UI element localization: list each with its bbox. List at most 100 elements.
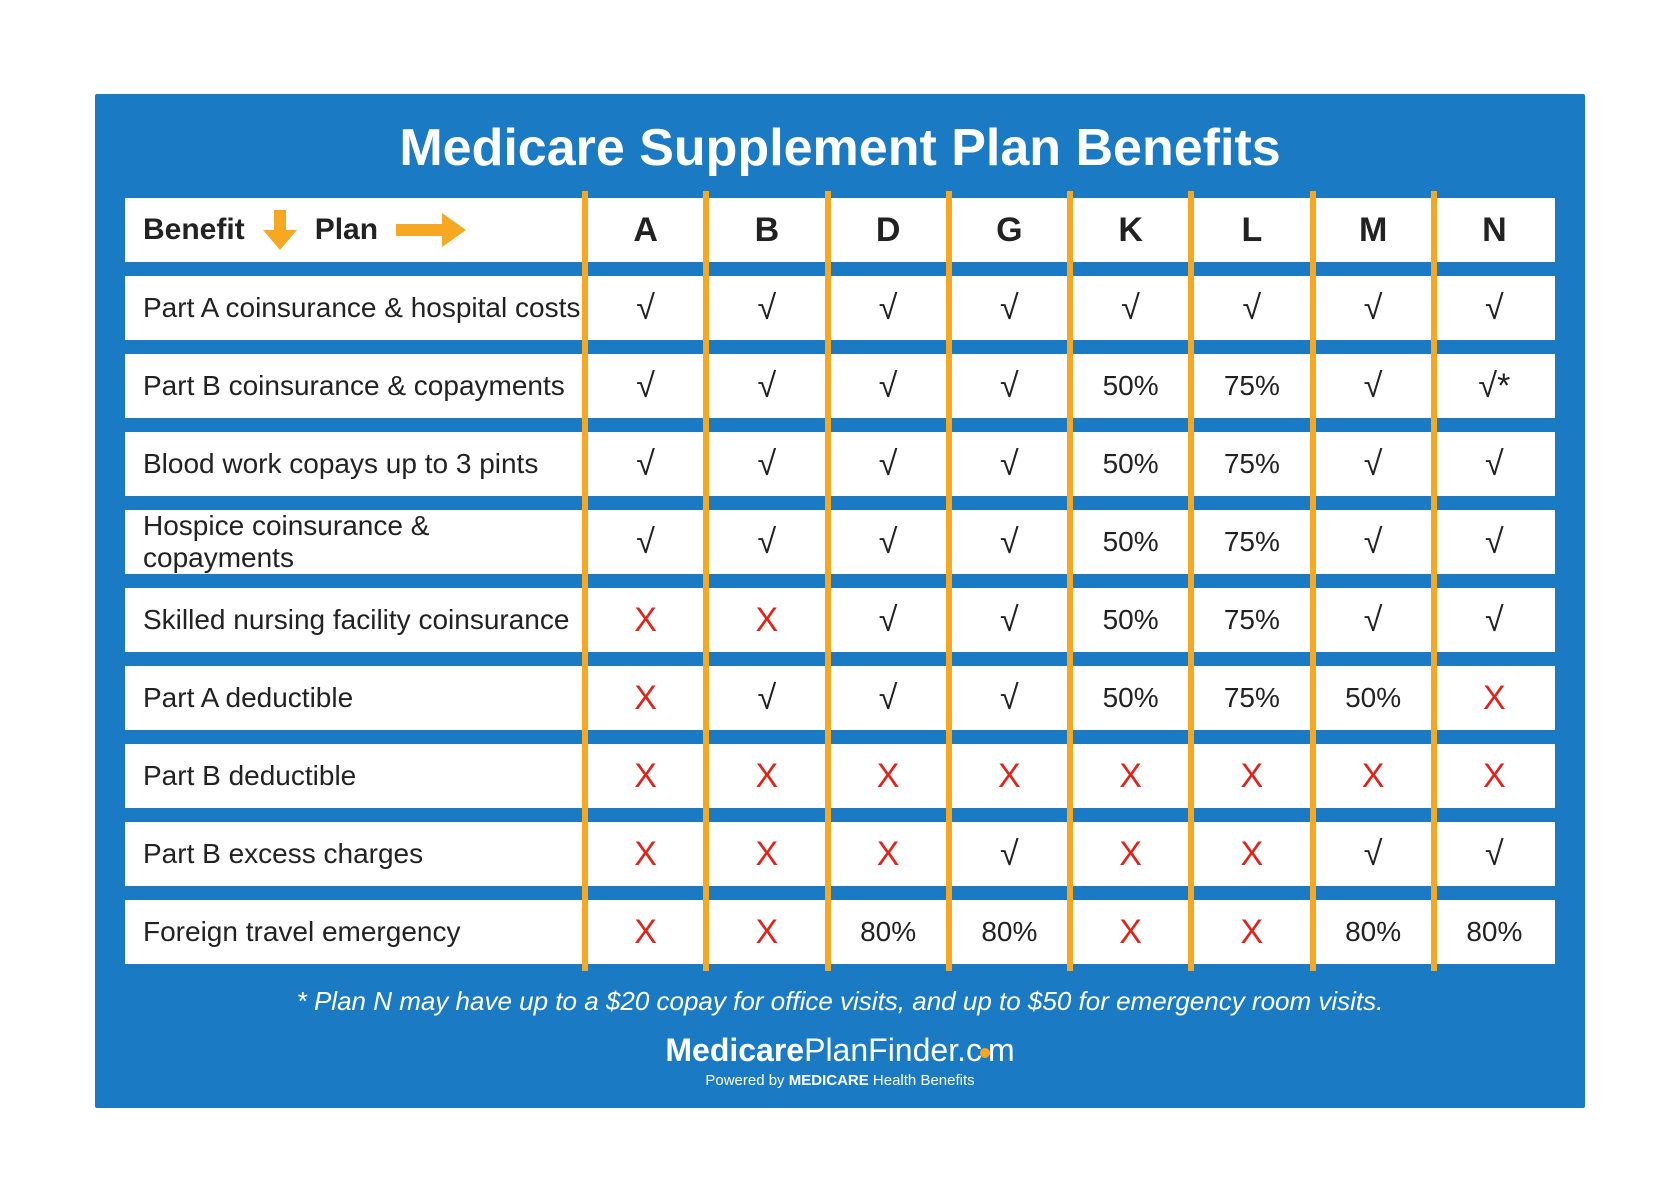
- table-cell: √: [1434, 510, 1555, 574]
- check-icon: √: [1000, 445, 1019, 484]
- table-cell: √: [585, 510, 706, 574]
- check-icon: √: [758, 523, 777, 562]
- benefit-label: Part A deductible: [125, 666, 585, 730]
- cross-icon: X: [1119, 835, 1142, 874]
- table-cell: 75%: [1191, 354, 1312, 418]
- percent-value: 80%: [860, 916, 916, 948]
- table-cell: X: [1191, 744, 1312, 808]
- check-icon: √: [636, 445, 655, 484]
- benefit-label: Part B coinsurance & copayments: [125, 354, 585, 418]
- benefit-label: Foreign travel emergency: [125, 900, 585, 964]
- table-cell: X: [1313, 744, 1434, 808]
- percent-value: 80%: [981, 916, 1037, 948]
- arrow-down-icon: [263, 210, 297, 250]
- table-cell: √: [706, 510, 827, 574]
- table-cell: X: [1191, 822, 1312, 886]
- plan-header-M: M: [1313, 198, 1434, 262]
- table-cell: 50%: [1070, 510, 1191, 574]
- table-cell: 75%: [1191, 666, 1312, 730]
- cross-icon: X: [634, 913, 657, 952]
- check-icon: √: [1364, 523, 1383, 562]
- header-benefit-plan: BenefitPlan: [125, 198, 585, 262]
- page-title: Medicare Supplement Plan Benefits: [125, 118, 1555, 178]
- table-cell: 75%: [1191, 510, 1312, 574]
- cross-icon: X: [756, 757, 779, 796]
- check-icon: √: [1364, 367, 1383, 406]
- table-cell: 50%: [1070, 588, 1191, 652]
- benefit-label: Part B excess charges: [125, 822, 585, 886]
- table-cell: X: [585, 900, 706, 964]
- check-icon: √: [1485, 523, 1504, 562]
- cross-icon: X: [1241, 757, 1264, 796]
- table-cell: √: [828, 354, 949, 418]
- table-cell: 80%: [828, 900, 949, 964]
- table-cell: X: [706, 588, 827, 652]
- table-cell: √: [1434, 432, 1555, 496]
- percent-value: 75%: [1224, 448, 1280, 480]
- check-icon: √: [879, 601, 898, 640]
- table-cell: √*: [1434, 354, 1555, 418]
- cross-icon: X: [1241, 835, 1264, 874]
- table-cell: 75%: [1191, 588, 1312, 652]
- table-cell: X: [1434, 744, 1555, 808]
- check-icon: √: [879, 445, 898, 484]
- check-icon: √: [1000, 679, 1019, 718]
- table-cell: 50%: [1070, 432, 1191, 496]
- cross-icon: X: [1119, 913, 1142, 952]
- plan-header-B: B: [706, 198, 827, 262]
- cross-icon: X: [756, 913, 779, 952]
- cross-icon: X: [1241, 913, 1264, 952]
- plan-header-G: G: [949, 198, 1070, 262]
- table-cell: √: [1313, 822, 1434, 886]
- check-icon: √: [1485, 445, 1504, 484]
- cross-icon: X: [877, 835, 900, 874]
- check-asterisk-icon: √*: [1478, 367, 1510, 406]
- cross-icon: X: [756, 835, 779, 874]
- check-icon: √: [879, 289, 898, 328]
- table-cell: 80%: [949, 900, 1070, 964]
- table-cell: X: [585, 588, 706, 652]
- cross-icon: X: [998, 757, 1021, 796]
- table-cell: X: [1070, 744, 1191, 808]
- check-icon: √: [1485, 289, 1504, 328]
- table-cell: √: [1313, 588, 1434, 652]
- check-icon: √: [1485, 601, 1504, 640]
- check-icon: √: [1364, 835, 1383, 874]
- plan-header-L: L: [1191, 198, 1312, 262]
- infographic-card: Medicare Supplement Plan Benefits Benefi…: [95, 94, 1585, 1107]
- table-cell: X: [706, 744, 827, 808]
- check-icon: √: [1121, 289, 1140, 328]
- plan-header-N: N: [1434, 198, 1555, 262]
- plan-header-K: K: [1070, 198, 1191, 262]
- benefit-label: Skilled nursing facility coinsurance: [125, 588, 585, 652]
- table-cell: √: [828, 276, 949, 340]
- benefit-label: Benefit: [143, 213, 245, 247]
- table-cell: √: [1313, 276, 1434, 340]
- benefit-label: Blood work copays up to 3 pints: [125, 432, 585, 496]
- check-icon: √: [636, 367, 655, 406]
- check-icon: √: [1000, 601, 1019, 640]
- plan-header-A: A: [585, 198, 706, 262]
- check-icon: √: [636, 289, 655, 328]
- table-cell: √: [1313, 354, 1434, 418]
- table-cell: 75%: [1191, 432, 1312, 496]
- table-cell: X: [585, 744, 706, 808]
- percent-value: 75%: [1224, 604, 1280, 636]
- brand-line2: Powered by MEDICARE Health Benefits: [125, 1072, 1555, 1090]
- cross-icon: X: [634, 757, 657, 796]
- cross-icon: X: [634, 679, 657, 718]
- table-cell: √: [706, 276, 827, 340]
- table-cell: √: [585, 432, 706, 496]
- table-cell: √: [828, 510, 949, 574]
- percent-value: 50%: [1103, 370, 1159, 402]
- check-icon: √: [758, 289, 777, 328]
- table-cell: 50%: [1313, 666, 1434, 730]
- table-cell: √: [949, 510, 1070, 574]
- cross-icon: X: [877, 757, 900, 796]
- plan-header-D: D: [828, 198, 949, 262]
- cross-icon: X: [634, 835, 657, 874]
- cross-icon: X: [1483, 757, 1506, 796]
- check-icon: √: [1364, 445, 1383, 484]
- table-cell: X: [585, 666, 706, 730]
- percent-value: 75%: [1224, 526, 1280, 558]
